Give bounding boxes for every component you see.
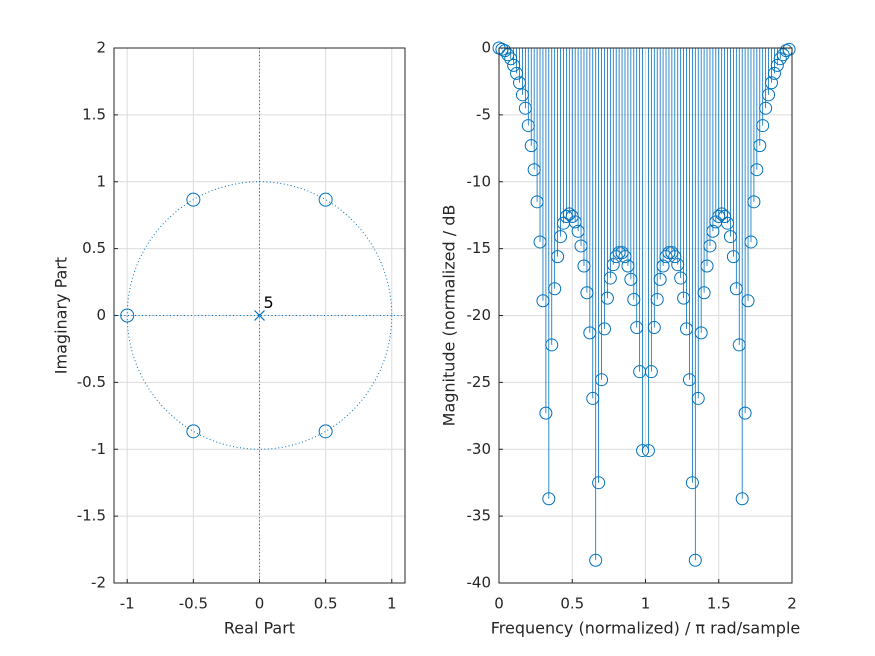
x-tick-label: 0 bbox=[494, 595, 504, 613]
pole-marker bbox=[254, 310, 265, 321]
y-tick-label: 1 bbox=[96, 172, 106, 190]
stem-marker bbox=[606, 258, 620, 272]
stem-marker bbox=[738, 406, 752, 420]
stem-marker bbox=[641, 444, 655, 458]
stem-marker bbox=[688, 553, 702, 567]
y-tick-label: -15 bbox=[467, 239, 492, 257]
y-tick-label: 1.5 bbox=[82, 105, 106, 123]
pole-multiplicity: 5 bbox=[264, 293, 274, 312]
y-axis-label: Imaginary Part bbox=[52, 257, 71, 374]
stem-marker bbox=[767, 66, 781, 80]
y-axis-label: Magnitude (normalized / dB bbox=[440, 205, 459, 427]
stem-marker bbox=[735, 492, 749, 506]
y-tick-label: -35 bbox=[467, 507, 492, 525]
stem-marker bbox=[644, 365, 658, 379]
x-tick-label: 0.5 bbox=[560, 595, 584, 613]
stem-marker bbox=[554, 230, 568, 244]
stem-marker bbox=[603, 271, 617, 285]
zero-marker bbox=[186, 424, 201, 439]
zero-marker bbox=[186, 192, 201, 207]
x-tick-label: 1 bbox=[641, 595, 651, 613]
stem-marker bbox=[762, 88, 776, 102]
y-tick-label: -40 bbox=[467, 574, 492, 592]
y-tick-label: 0.5 bbox=[82, 239, 106, 257]
stem-marker bbox=[753, 139, 767, 153]
x-tick-label: -1 bbox=[120, 595, 135, 613]
y-tick-label: -0.5 bbox=[77, 373, 106, 391]
axes-box bbox=[113, 47, 406, 584]
y-tick-label: -10 bbox=[467, 172, 492, 190]
y-tick-label: -25 bbox=[467, 373, 492, 391]
y-tick-label: -30 bbox=[467, 440, 492, 458]
stem-marker bbox=[539, 406, 553, 420]
stem-marker bbox=[647, 321, 661, 335]
y-tick-label: 0 bbox=[96, 306, 106, 324]
y-tick-label: -5 bbox=[476, 105, 491, 123]
y-tick-label: -1 bbox=[91, 440, 106, 458]
x-tick-label: 2 bbox=[787, 595, 797, 613]
stem-marker bbox=[656, 259, 670, 273]
stem-marker bbox=[750, 163, 764, 177]
zero-marker bbox=[318, 424, 333, 439]
axes-box bbox=[498, 47, 793, 584]
stem-marker bbox=[756, 119, 770, 133]
y-tick-label: -20 bbox=[467, 306, 492, 324]
stem-marker bbox=[700, 259, 714, 273]
x-tick-label: 0.5 bbox=[314, 595, 338, 613]
x-axis-label: Frequency (normalized) / π rad/sample bbox=[491, 619, 801, 638]
unit-circle bbox=[126, 181, 393, 450]
x-tick-label: 1.5 bbox=[707, 595, 731, 613]
y-tick-label: 2 bbox=[96, 39, 106, 57]
stem-marker bbox=[759, 101, 773, 115]
stem-marker bbox=[694, 326, 708, 340]
x-tick-label: 1 bbox=[387, 595, 397, 613]
x-tick-label: -0.5 bbox=[179, 595, 208, 613]
stem-marker bbox=[597, 322, 611, 336]
stem-marker bbox=[595, 373, 609, 387]
pole-stroke bbox=[254, 310, 265, 321]
stem-marker bbox=[685, 476, 699, 490]
y-tick-label: 0 bbox=[481, 39, 491, 57]
stem-marker bbox=[703, 239, 717, 253]
stem-marker bbox=[551, 250, 565, 264]
stem-marker bbox=[706, 224, 720, 238]
stem-marker bbox=[545, 338, 559, 352]
stem-marker bbox=[653, 272, 667, 286]
stem-marker bbox=[741, 294, 755, 308]
stem-marker bbox=[770, 58, 784, 72]
zero-marker bbox=[318, 192, 333, 207]
stem-marker bbox=[691, 391, 705, 405]
x-tick-label: 0 bbox=[255, 595, 265, 613]
stem-marker bbox=[697, 286, 711, 300]
zero-marker bbox=[120, 308, 135, 323]
stem-marker bbox=[650, 292, 664, 306]
y-tick-label: -1.5 bbox=[77, 507, 106, 525]
stem-marker bbox=[548, 282, 562, 296]
stem-marker bbox=[782, 42, 796, 56]
stem-marker bbox=[592, 476, 606, 490]
stem-marker bbox=[747, 195, 761, 209]
stem-marker bbox=[600, 291, 614, 305]
stem-marker bbox=[744, 235, 758, 249]
y-tick-label: -2 bbox=[91, 574, 106, 592]
stem-marker bbox=[542, 492, 556, 506]
stem-marker bbox=[589, 553, 603, 567]
x-axis-label: Real Part bbox=[224, 619, 295, 638]
stem-marker bbox=[764, 76, 778, 90]
